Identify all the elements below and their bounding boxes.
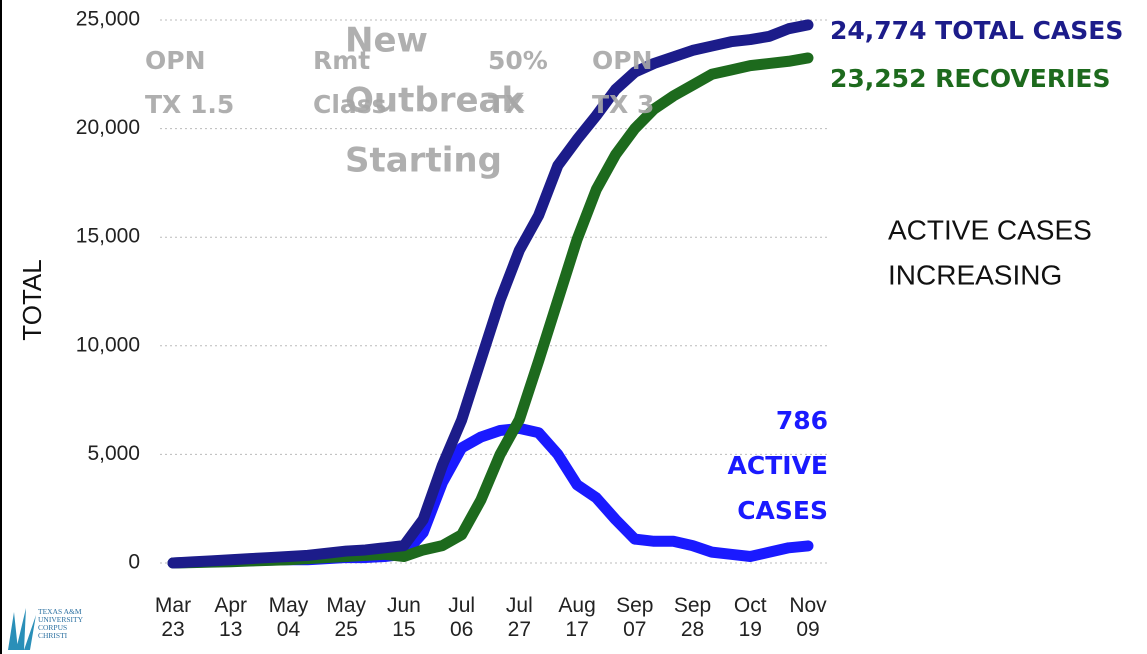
end-label: 24,774 TOTAL CASES <box>830 16 1123 45</box>
x-tick-label: Sep 28 <box>674 594 711 641</box>
event-annotation: OPN <box>592 46 653 75</box>
x-tick-label: Sep 07 <box>616 594 653 641</box>
y-tick-label: 0 <box>128 551 140 574</box>
x-tick-label: May 25 <box>326 594 366 641</box>
x-tick-label: May 04 <box>269 594 309 641</box>
y-axis-label: TOTAL <box>17 259 47 340</box>
event-annotation: Rmt <box>313 46 370 75</box>
end-label: CASES <box>737 496 828 525</box>
event-annotation: Outbreak <box>345 81 525 121</box>
event-annotation: New <box>345 21 428 61</box>
y-tick-label: 10,000 <box>76 333 140 356</box>
end-label: 786 <box>776 406 828 435</box>
y-tick-label: 5,000 <box>87 442 140 465</box>
event-annotation: TX 3 <box>592 90 654 119</box>
x-tick-label: Apr 13 <box>214 594 247 641</box>
series-line <box>167 422 814 569</box>
y-tick-label: 20,000 <box>76 116 140 139</box>
x-tick-label: Jul 27 <box>506 594 533 641</box>
logo-text: CORPUS <box>38 623 67 632</box>
x-tick-label: Oct 19 <box>734 594 767 641</box>
x-tick-label: Jun 15 <box>387 594 421 641</box>
event-annotation: TX <box>488 90 524 119</box>
x-tick-label: Mar 23 <box>155 594 191 641</box>
event-annotation: Starting <box>345 141 502 181</box>
series-line <box>167 19 814 569</box>
logo-text: TEXAS A&M <box>38 607 82 616</box>
note-text: ACTIVE CASES <box>888 214 1092 245</box>
logo-icon <box>8 608 36 650</box>
y-tick-label: 15,000 <box>76 225 140 248</box>
x-tick-label: Jul 06 <box>448 594 475 641</box>
note-text: INCREASING <box>888 259 1062 290</box>
event-annotation: 50% <box>488 46 548 75</box>
end-label: ACTIVE <box>728 451 828 480</box>
logo-text: UNIVERSITY <box>38 615 84 624</box>
y-tick-label: 25,000 <box>76 8 140 31</box>
event-annotation: OPN <box>145 46 206 75</box>
x-tick-label: Nov 09 <box>789 594 827 641</box>
logo-text: CHRISTI <box>38 631 68 640</box>
end-label: 23,252 RECOVERIES <box>830 64 1111 93</box>
event-annotation: Class <box>313 90 387 119</box>
event-annotation: TX 1.5 <box>145 90 234 119</box>
series-line <box>167 52 814 569</box>
x-tick-label: Aug 17 <box>558 594 595 641</box>
